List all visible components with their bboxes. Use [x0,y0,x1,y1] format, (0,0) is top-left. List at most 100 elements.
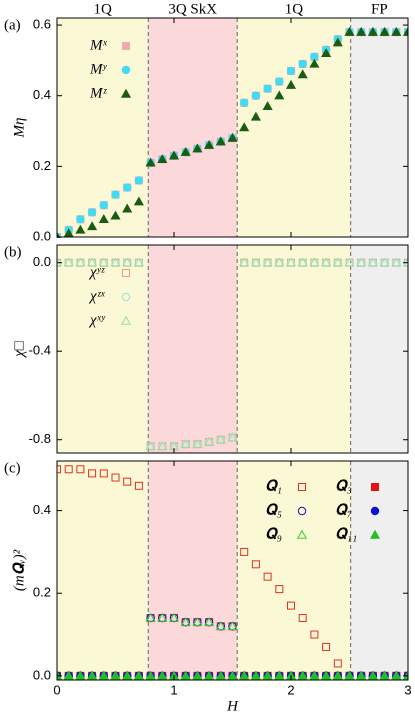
marker [204,616,215,626]
marker [57,465,61,474]
marker [63,670,74,680]
axes-frame [56,460,409,681]
marker [274,670,285,680]
marker [262,670,273,680]
marker [309,257,320,267]
legend-label: 𝐐₁₁ [335,526,357,542]
marker [321,670,332,680]
panel-label: (a) [4,17,21,33]
plot-area [57,26,408,238]
y-tick-label: 0.6 [33,17,51,32]
marker [204,139,215,149]
marker [180,147,191,156]
x-tick-label: 2 [287,682,294,697]
legend-label: χʸᶻ [88,264,105,280]
legend-label: Mʸ [89,61,107,77]
y-tick-label: 0.0 [33,667,51,682]
marker [122,670,133,680]
marker [309,58,320,68]
marker [192,616,203,626]
marker [227,621,238,630]
legend-marker [371,483,379,491]
legend-marker [370,506,380,516]
marker [145,612,156,622]
marker [402,257,408,267]
plot-area [57,257,408,451]
marker [63,257,74,267]
phase-region [350,245,408,453]
legend-label: 𝐐₁ [265,478,282,494]
marker [110,257,121,267]
marker [145,441,156,451]
marker [356,257,367,267]
phase-region [148,461,238,680]
marker [333,659,342,668]
marker [168,150,180,160]
legend-marker [369,529,381,539]
x-axis-label: H [226,698,239,714]
legend-marker [122,269,130,277]
legend-marker [298,483,306,491]
phase-region [57,245,149,453]
marker [88,469,97,478]
marker [75,670,86,680]
y-tick-label: 0.4 [33,87,51,102]
marker [285,79,297,89]
marker [239,122,250,132]
marker [356,26,367,36]
marker [321,48,332,58]
marker [297,670,308,680]
marker [391,257,402,267]
panel-label: (c) [4,460,21,476]
phase-region [237,461,351,680]
marker [192,438,203,448]
legend-label: χˣʸ [88,312,106,328]
marker [344,670,355,680]
legend-label: 𝐐₅ [265,502,282,518]
marker [180,670,191,680]
marker [251,560,260,569]
legend-marker [121,292,131,302]
marker [123,183,132,192]
marker [76,215,85,224]
marker [215,136,226,146]
marker [262,257,273,267]
marker [122,203,133,213]
marker [321,257,332,267]
marker [168,612,180,622]
panel-label: (b) [4,244,22,260]
marker [133,670,144,680]
marker [123,477,132,486]
marker [227,132,238,142]
phase-region [237,18,351,237]
marker [310,630,319,639]
marker [75,224,86,234]
y-axis-label: Mη [11,118,27,139]
marker [274,257,285,267]
marker [298,59,307,69]
legend-label: 𝐐₇ [335,502,352,518]
marker [180,438,191,448]
phase-region [148,18,238,237]
marker [344,26,355,36]
marker [215,434,226,444]
marker [262,101,273,111]
y-tick-label: 0.2 [33,158,51,173]
x-tick-label: 0 [53,682,60,697]
marker [379,257,390,267]
marker [240,98,249,107]
y-axis-label: χ□ [11,341,27,359]
marker [111,473,120,482]
marker [98,214,109,224]
legend-marker [120,315,132,325]
marker [367,26,378,36]
marker [227,432,238,442]
marker [87,221,98,231]
marker [157,612,168,622]
marker [227,670,238,680]
marker [157,441,168,451]
marker [240,547,249,556]
y-tick-label: 0.0 [33,254,51,269]
marker [75,257,86,267]
marker [87,208,97,217]
